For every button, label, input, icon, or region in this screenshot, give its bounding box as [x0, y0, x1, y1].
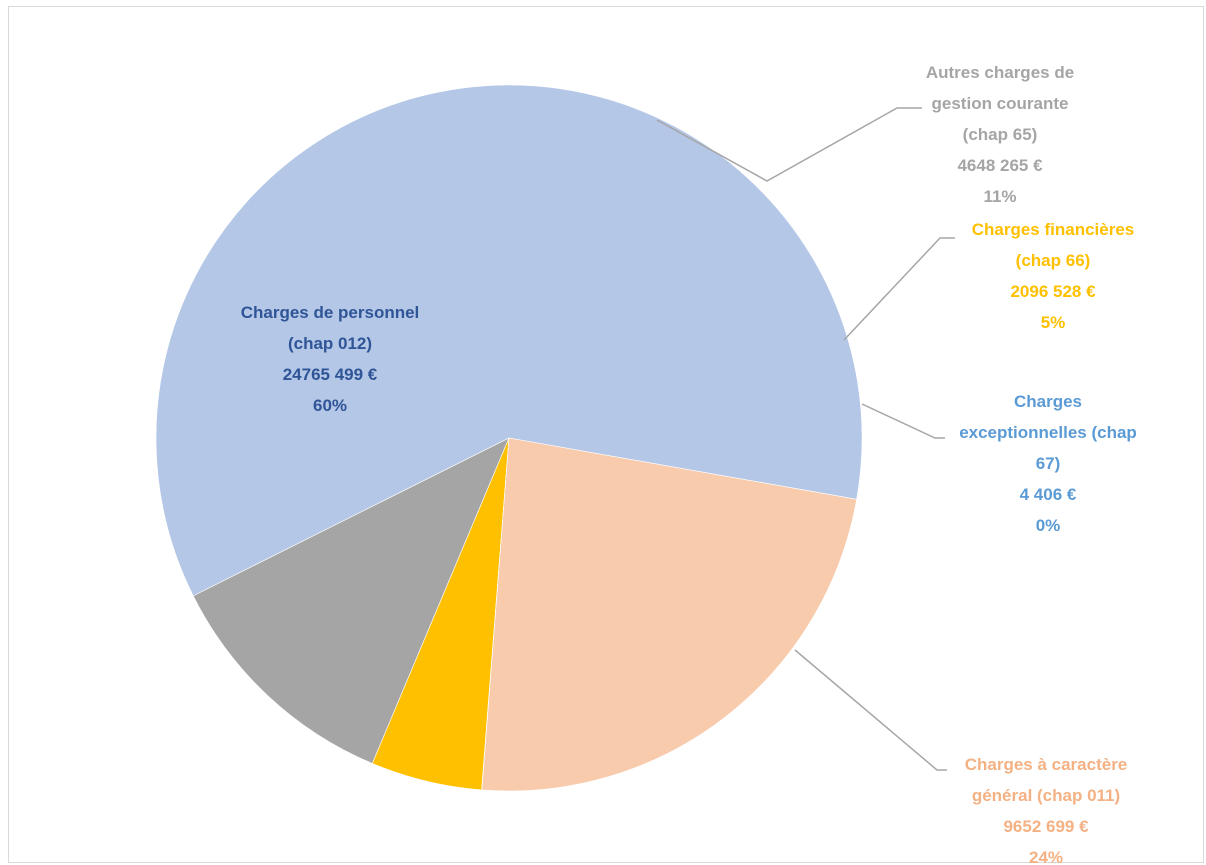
- slice-autres: [192, 437, 510, 764]
- leader-line-exceptionnelles: [861, 403, 945, 439]
- slice-personnel: [155, 84, 863, 597]
- label-line: 24%: [1029, 848, 1063, 865]
- label-line: (chap 66): [1016, 251, 1091, 270]
- label-financieres: Charges financières (chap 66) 2096 528 € 5%: [972, 220, 1135, 332]
- label-line: (chap 012): [288, 334, 372, 353]
- label-line: 67): [1036, 454, 1061, 473]
- label-line: Charges: [1014, 392, 1082, 411]
- label-line: exceptionnelles (chap: [959, 423, 1137, 442]
- leader-line-autres: [656, 107, 922, 182]
- label-exceptionnelles: Charges exceptionnelles (chap 67) 4 406 € 0%: [959, 392, 1137, 535]
- label-line: 2096 528 €: [1010, 282, 1096, 301]
- leader-lines: [656, 107, 955, 771]
- label-line: (chap 65): [963, 125, 1038, 144]
- leader-line-generales: [794, 649, 947, 771]
- slice-generales: [481, 437, 857, 792]
- label-generales: Charges à caractère général (chap 011) 965…: [965, 755, 1128, 865]
- label-line: Charges de personnel: [241, 303, 420, 322]
- label-line: 9652 699 €: [1003, 817, 1089, 836]
- label-line: général (chap 011): [972, 786, 1120, 805]
- label-line: Charges à caractère: [965, 755, 1128, 774]
- label-line: 11%: [983, 187, 1016, 206]
- label-line: 4648 265 €: [957, 156, 1043, 175]
- label-personnel: Charges de personnel (chap 012) 24765 499 …: [241, 303, 420, 415]
- slice-labels: Charges de personnel (chap 012) 24765 499 …: [241, 63, 1137, 865]
- label-line: gestion courante: [932, 94, 1069, 113]
- label-autres: Autres charges de gestion courante (chap 6…: [926, 63, 1074, 206]
- label-line: 24765 499 €: [283, 365, 378, 384]
- label-line: 0%: [1036, 516, 1061, 535]
- label-line: Autres charges de: [926, 63, 1074, 82]
- label-line: 5%: [1041, 313, 1066, 332]
- label-line: Charges financières: [972, 220, 1135, 239]
- leader-line-financieres: [843, 237, 955, 341]
- label-line: 4 406 €: [1020, 485, 1077, 504]
- label-line: 60%: [313, 396, 347, 415]
- pie-slices: [155, 84, 863, 792]
